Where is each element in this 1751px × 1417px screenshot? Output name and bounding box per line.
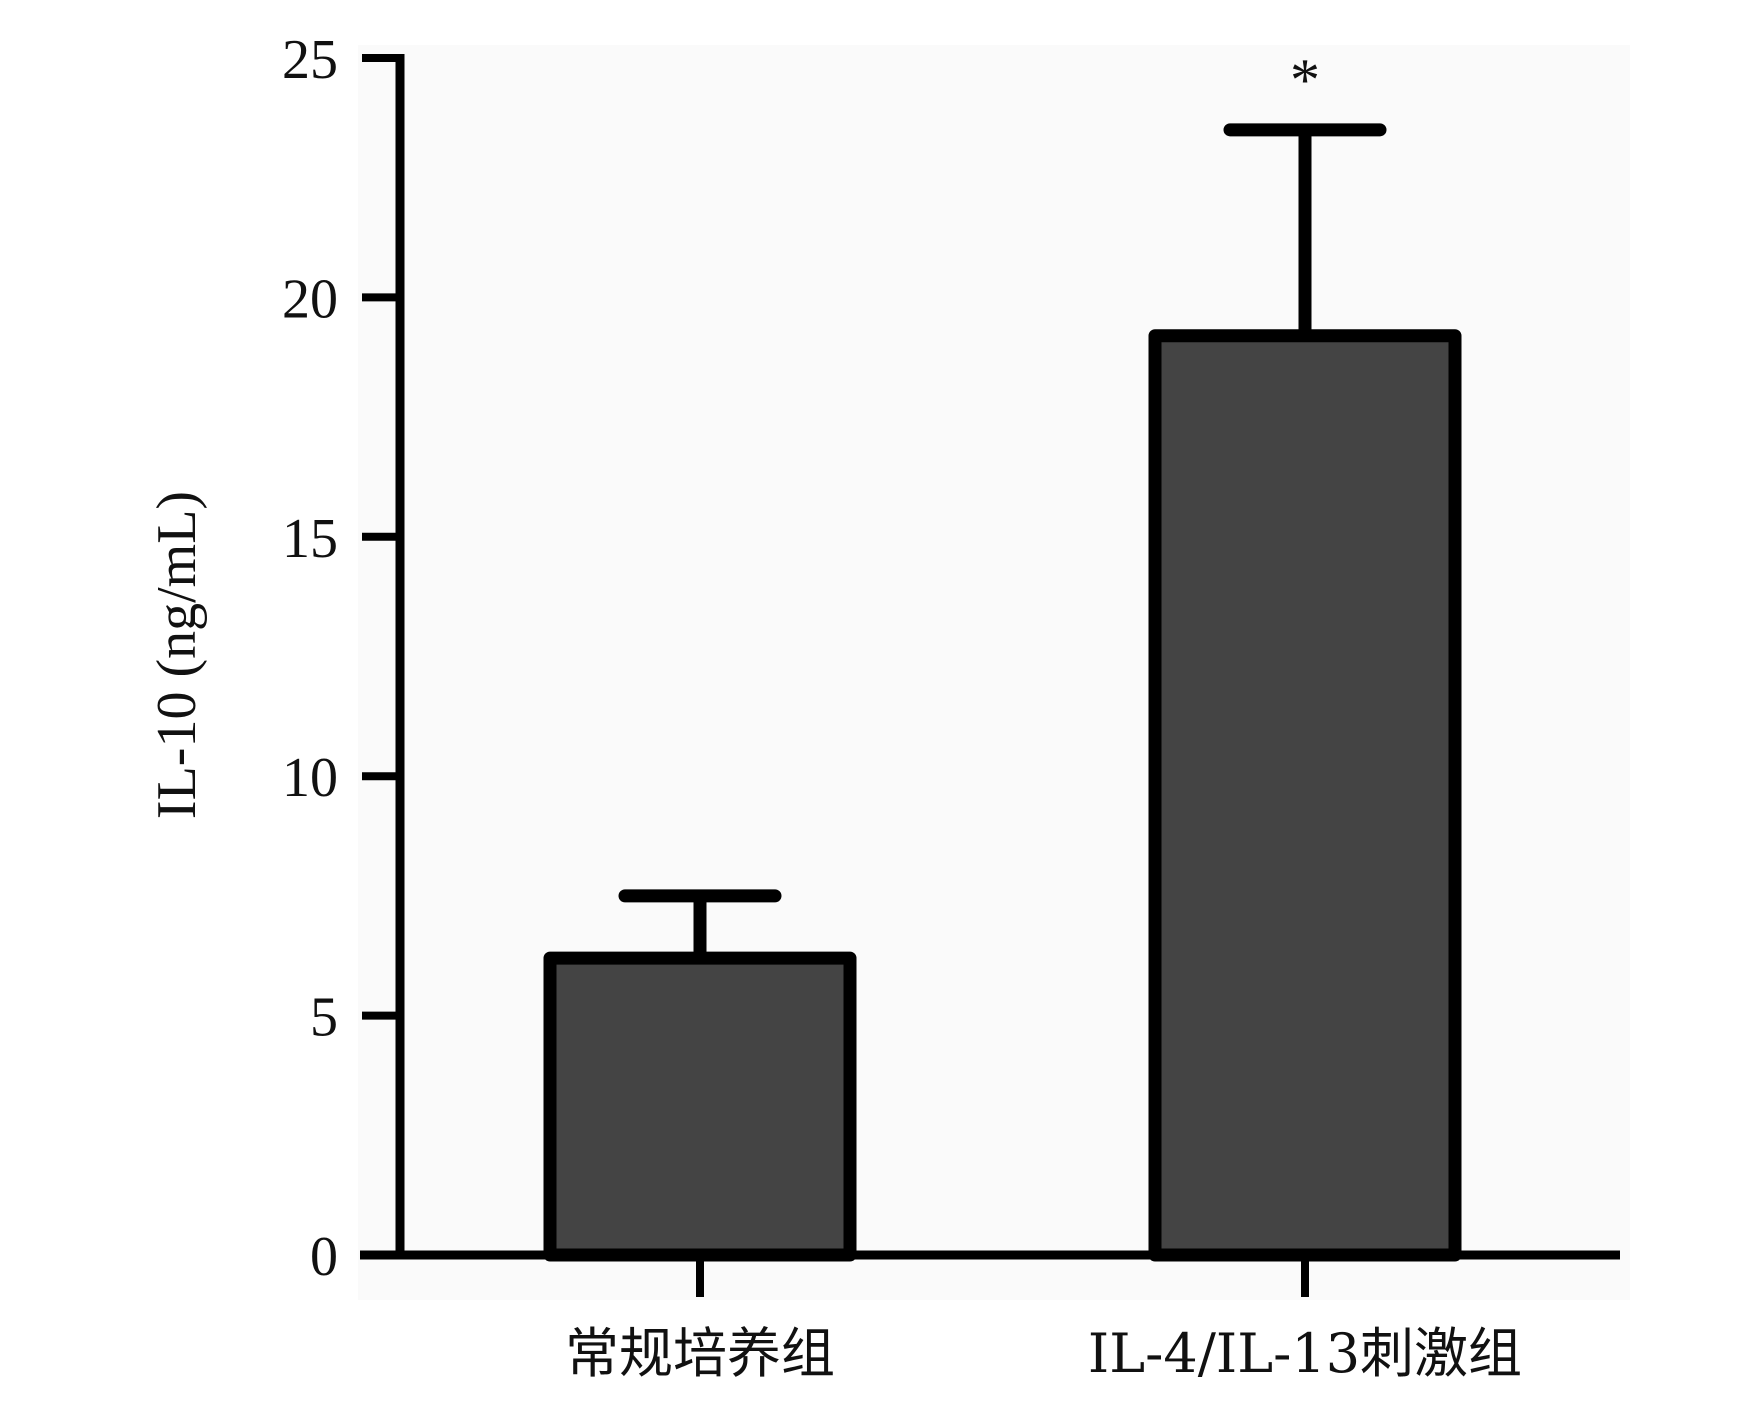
y-tick-label-2: 10 <box>282 747 338 809</box>
y-tick-label-0: 0 <box>310 1226 338 1288</box>
y-tick-label-5: 25 <box>282 29 338 91</box>
significance-marker-1: * <box>1290 47 1320 113</box>
axes-layer <box>360 54 1620 1297</box>
bar-1 <box>1148 329 1462 1262</box>
bar-0 <box>543 951 857 1262</box>
y-axis-label: IL-10 (ng/mL) <box>146 491 208 819</box>
y-tick-label-4: 20 <box>282 268 338 330</box>
y-tick-label-3: 15 <box>282 508 338 570</box>
y-tick-label-1: 5 <box>310 987 338 1049</box>
labels-layer: 常规培养组 IL-4/IL-13刺激组 * 0 5 10 15 20 25 IL-10 (ng/m… <box>146 29 1522 1385</box>
x-tick-label-1: IL-4/IL-13刺激组 <box>1088 1322 1522 1385</box>
x-tick-label-0: 常规培养组 <box>565 1322 835 1385</box>
